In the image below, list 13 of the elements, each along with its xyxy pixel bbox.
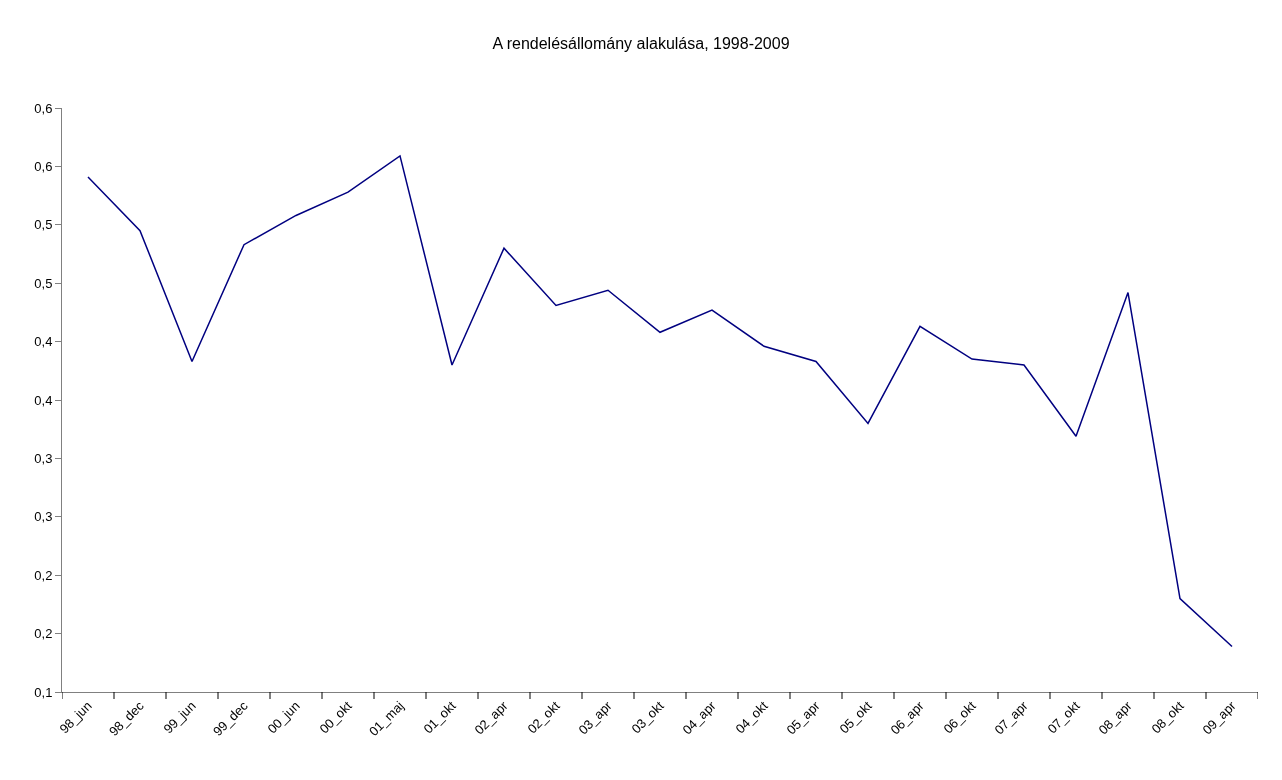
y-tick-label: 0,1 <box>34 684 53 700</box>
y-tick-label: 0,2 <box>34 567 53 583</box>
y-tick-label: 0,4 <box>34 392 53 408</box>
line-series <box>87 155 1233 648</box>
y-tick-label: 0,4 <box>34 334 53 350</box>
y-tick-label: 0,3 <box>34 450 53 466</box>
y-tick-label: 0,6 <box>34 158 53 174</box>
y-tick-label: 0,3 <box>34 509 53 525</box>
y-tick-label: 0,6 <box>34 100 53 116</box>
y-tick-label: 0,5 <box>34 217 53 233</box>
y-tick-label: 0,5 <box>34 275 53 291</box>
y-tick-label: 0,2 <box>34 626 53 642</box>
chart-title: A rendelésállomány alakulása, 1998-2009 <box>492 34 790 52</box>
